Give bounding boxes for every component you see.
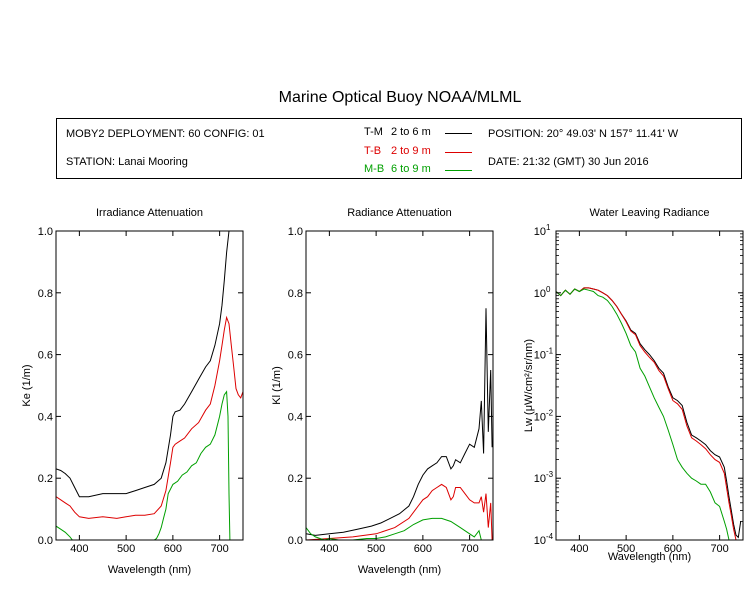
x-tick-label: 500 xyxy=(367,543,385,555)
legend-label-tm: T-M xyxy=(364,126,383,138)
x-tick-label: 600 xyxy=(164,543,182,555)
series-m-b xyxy=(306,517,484,540)
y-tick-label: 0.6 xyxy=(38,350,53,362)
x-tick-label: 400 xyxy=(570,543,588,555)
series-t-m xyxy=(56,231,230,498)
plot-frame xyxy=(305,230,494,541)
y-tick-label: 10 xyxy=(534,350,546,362)
series-t-m xyxy=(306,308,493,536)
y-tick-label: 0.0 xyxy=(38,535,53,547)
legend-line-tb xyxy=(445,152,472,153)
y-tick-exponent: -1 xyxy=(546,347,554,356)
series-t-b xyxy=(56,315,243,519)
y-axis-label: Ke (1/m) xyxy=(21,364,33,406)
y-tick-label: 0.2 xyxy=(38,473,53,485)
x-tick-label: 400 xyxy=(70,543,88,555)
chart-2: Radiance Attenuation 400 500 600 700 0.0 0.2 0.… xyxy=(271,207,494,576)
y-tick-exponent: 1 xyxy=(546,223,551,232)
x-tick-label: 600 xyxy=(414,543,432,555)
x-tick-label: 500 xyxy=(617,543,635,555)
y-tick-exponent: 0 xyxy=(546,285,551,294)
x-tick-label: 500 xyxy=(117,543,135,555)
y-tick-label: 0.2 xyxy=(288,473,303,485)
legend-line-tm xyxy=(445,133,472,134)
y-tick-label: 0.4 xyxy=(38,411,53,423)
chart-title: Water Leaving Radiance xyxy=(589,207,709,219)
y-tick-label: 1.0 xyxy=(288,226,303,238)
plot-frame xyxy=(55,230,244,541)
y-axis-label: Kl (1/m) xyxy=(271,366,283,405)
y-tick-exponent: -2 xyxy=(546,408,554,417)
series-t-b xyxy=(556,287,739,540)
legend-range-mb: 6 to 9 m xyxy=(391,163,431,175)
y-axis-label: Lw (μW/cm²/sr/nm) xyxy=(523,339,535,432)
legend-label-tb: T-B xyxy=(364,145,382,157)
x-tick-label: 700 xyxy=(710,543,728,555)
y-tick-label: 0.0 xyxy=(288,535,303,547)
series-m-b xyxy=(556,288,734,540)
x-tick-label: 400 xyxy=(320,543,338,555)
position-text: POSITION: 20° 49.03' N 157° 11.41' W xyxy=(488,128,679,140)
deployment-text: MOBY2 DEPLOYMENT: 60 CONFIG: 01 xyxy=(66,128,265,140)
y-tick-label: 10 xyxy=(534,411,546,423)
y-tick-label: 0.8 xyxy=(38,288,53,300)
y-tick-label: 0.6 xyxy=(288,350,303,362)
chart-title: Radiance Attenuation xyxy=(347,207,452,219)
series-t-m xyxy=(556,287,742,539)
legend-label-mb: M-B xyxy=(364,163,385,175)
x-tick-label: 600 xyxy=(664,543,682,555)
y-tick-label: 10 xyxy=(534,535,546,547)
series-t-b xyxy=(306,483,493,540)
legend-line-mb xyxy=(445,170,472,171)
x-axis-label: Wavelength (nm) xyxy=(358,564,441,576)
y-tick-label: 10 xyxy=(534,288,546,300)
legend-range-tm: 2 to 6 m xyxy=(391,126,431,138)
station-text: STATION: Lanai Mooring xyxy=(66,156,188,168)
plot-frame xyxy=(555,230,744,541)
legend-range-tb: 2 to 9 m xyxy=(391,145,431,157)
y-tick-exponent: -3 xyxy=(546,470,554,479)
chart-1: Irradiance Attenuation 400 500 600 700 0.0 0.2… xyxy=(21,207,244,576)
y-tick-label: 10 xyxy=(534,473,546,485)
y-tick-label: 1.0 xyxy=(38,226,53,238)
series-m-b xyxy=(56,390,231,540)
chart-title: Irradiance Attenuation xyxy=(96,207,203,219)
x-tick-label: 700 xyxy=(210,543,228,555)
info-box: MOBY2 DEPLOYMENT: 60 CONFIG: 01 STATION:… xyxy=(56,118,742,179)
page-title: Marine Optical Buoy NOAA/MLML xyxy=(278,89,522,106)
date-text: DATE: 21:32 (GMT) 30 Jun 2016 xyxy=(488,156,649,168)
x-tick-label: 700 xyxy=(460,543,478,555)
x-axis-label: Wavelength (nm) xyxy=(608,551,691,563)
y-tick-exponent: -4 xyxy=(546,532,554,541)
y-tick-label: 0.8 xyxy=(288,288,303,300)
y-tick-label: 10 xyxy=(534,226,546,238)
y-tick-label: 0.4 xyxy=(288,411,303,423)
x-axis-label: Wavelength (nm) xyxy=(108,564,191,576)
